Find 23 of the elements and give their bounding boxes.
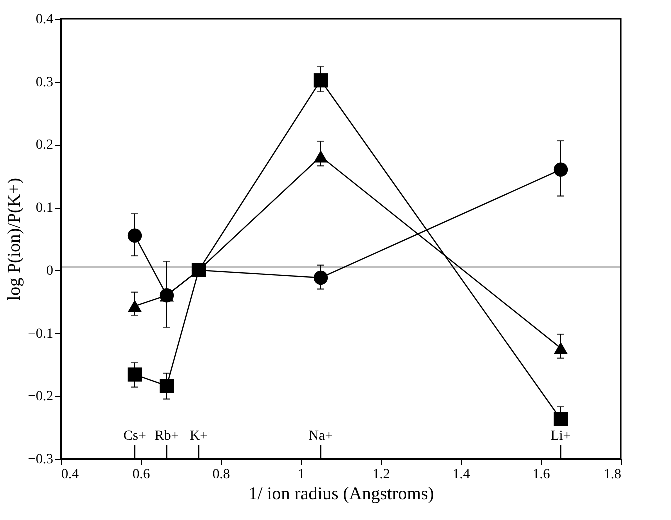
x-tick-label: 0.6 — [132, 468, 150, 482]
y-tick-label: 0.2 — [36, 138, 54, 154]
x-tick-label: 0.8 — [212, 468, 230, 482]
y-tick-label: 0 — [46, 264, 54, 279]
y-tick-label: −0.2 — [28, 390, 54, 405]
annotation: Li+ — [550, 429, 572, 444]
y-tick-label: −0.3 — [28, 452, 54, 468]
annotation: Na+ — [308, 429, 334, 444]
x-tick-label: 1.8 — [604, 468, 622, 482]
x-tick-label: 1.2 — [372, 468, 390, 482]
y-tick-label: 0.4 — [36, 12, 54, 28]
y-tick-label: 0.1 — [36, 201, 54, 216]
x-tick-label: 1.4 — [452, 468, 470, 482]
annotation: K+ — [190, 429, 208, 444]
x-tick-label: 0.4 — [62, 468, 79, 482]
y-axis-title: log P(ion)/P(K+) — [4, 178, 24, 301]
x-tick-label: 1 — [298, 468, 305, 482]
annotation: Rb+ — [154, 429, 180, 444]
y-tick-label: 0.3 — [36, 75, 54, 90]
x-tick-label: 1.6 — [532, 468, 550, 482]
annotation: Cs+ — [124, 429, 146, 444]
y-tick-label: −0.1 — [28, 326, 54, 342]
x-axis-title: 1/ ion radius (Angstroms) — [248, 484, 434, 504]
